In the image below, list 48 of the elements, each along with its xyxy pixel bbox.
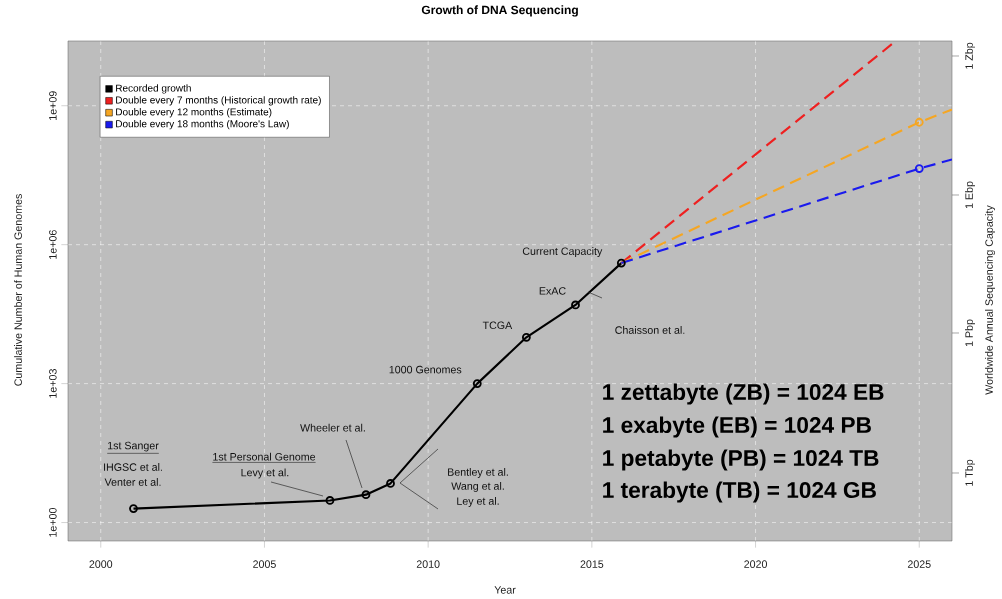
annotation: 1st Personal Genome <box>213 452 316 461</box>
point <box>521 332 531 342</box>
text: 1 Tbp <box>965 459 975 486</box>
point <box>386 479 395 488</box>
annotation: 1 terabyte (TB) = 1024 GB <box>603 481 876 503</box>
annotation: Bentley et al. <box>448 468 508 478</box>
chart-title: Growth of DNA Sequencing <box>421 5 578 17</box>
x-axis-title: Year <box>494 586 516 594</box>
point <box>361 490 371 500</box>
annotation: 1 petabyte (PB) = 1024 TB <box>603 449 879 471</box>
annotation: Wang et al. <box>451 482 504 492</box>
text: 1 Pbp <box>965 319 975 347</box>
point <box>914 164 924 173</box>
annotation: 1000 Genomes <box>389 365 462 374</box>
annotation: ExAC <box>539 287 566 295</box>
x-tick-label: 2010 <box>416 560 440 568</box>
annotation: 1 exabyte (EB) = 1024 PB <box>603 416 871 438</box>
legend-label: Recorded growth <box>116 84 191 94</box>
annotation: Ley et al. <box>457 497 499 507</box>
x-tick-label: 2000 <box>89 560 113 568</box>
x-tick-label: 2005 <box>253 560 276 568</box>
point <box>325 496 335 505</box>
annotation: Current Capacity <box>522 247 603 258</box>
x-tick-label: 2020 <box>744 560 768 568</box>
x-tick-label: 2025 <box>907 560 931 568</box>
y-tick-label: 1e+00 <box>49 507 57 537</box>
text: 1 Ebp <box>965 181 975 209</box>
y-axis-title: Cumulative Number of Human Genomes <box>14 194 22 386</box>
point <box>472 379 482 389</box>
y-tick-label: 1e+03 <box>49 369 57 398</box>
annotation: TCGA <box>482 321 513 330</box>
legend-label: Double every 18 months (Moore's Law) <box>116 120 289 130</box>
y2-axis-title: Worldwide Annual Sequencing Capacity <box>985 205 995 395</box>
annotation: 1st Sanger <box>108 441 159 452</box>
x-tick-label: 2015 <box>580 560 604 568</box>
y-tick-label: 1e+06 <box>49 230 57 259</box>
annotation: Levy et al. <box>241 468 289 479</box>
annotation: Chaisson et al. <box>615 326 685 334</box>
legend-label: Double every 12 months (Estimate) <box>116 108 272 118</box>
annotation: Venter et al. <box>104 478 161 486</box>
annotation: 1 zettabyte (ZB) = 1024 EB <box>603 383 884 405</box>
text: 1 Zbp <box>965 42 975 69</box>
point <box>914 117 924 127</box>
legend-label: Double every 7 months (Historical growth rate) <box>116 96 321 106</box>
annotation: Wheeler et al. <box>300 423 365 432</box>
y-tick-label: 1e+09 <box>49 91 57 120</box>
annotation: IHGSC et al. <box>104 463 162 471</box>
point <box>571 300 580 310</box>
